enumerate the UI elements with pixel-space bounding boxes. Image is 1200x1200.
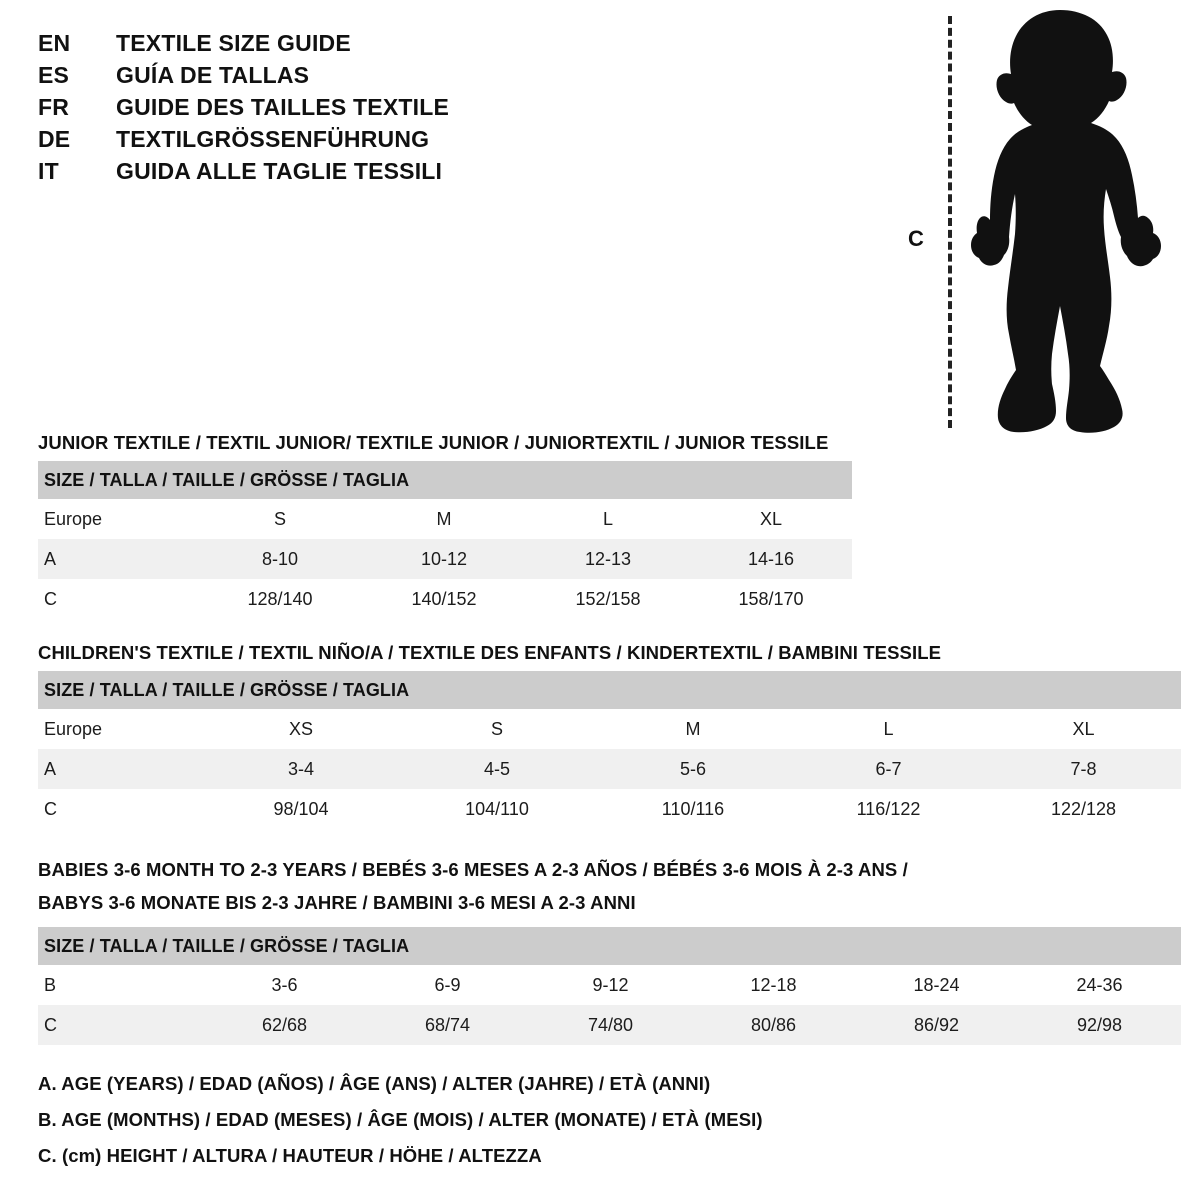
children-header-label: Europe <box>38 709 203 749</box>
babies-row-label-b: B <box>38 965 203 1005</box>
babies-cell-c: 86/92 <box>855 1005 1018 1045</box>
measure-label-c: C <box>908 226 924 251</box>
section-childrens-textile: CHILDREN'S TEXTILE / TEXTIL NIÑO/A / TEX… <box>38 638 1183 829</box>
section-title-junior: JUNIOR TEXTILE / TEXTIL JUNIOR/ TEXTILE … <box>38 432 829 453</box>
height-dashed-guideline <box>948 16 952 428</box>
babies-size-table: SIZE / TALLA / TAILLE / GRÖSSE / TAGLIA … <box>38 927 1182 1045</box>
table-row: C 98/104 104/110 110/116 116/122 122/128 <box>38 789 1182 829</box>
children-cell-a: 4-5 <box>399 749 595 789</box>
children-cell-c: 110/116 <box>595 789 791 829</box>
legend-line-c: C. (cm) HEIGHT / ALTURA / HAUTEUR / HÖHE… <box>38 1145 542 1166</box>
language-title-de: TEXTILGRÖSSENFÜHRUNG <box>116 126 430 152</box>
junior-header-cell: M <box>362 499 526 539</box>
babies-cell-b: 18-24 <box>855 965 1018 1005</box>
table-row: A 8-10 10-12 12-13 14-16 <box>38 539 852 579</box>
language-row-fr: FR GUIDE DES TAILLES TEXTILE <box>38 94 558 126</box>
babies-cell-c: 92/98 <box>1018 1005 1182 1045</box>
junior-cell-c: 128/140 <box>198 579 362 619</box>
babies-row-label-c: C <box>38 1005 203 1045</box>
children-cell-a: 6-7 <box>791 749 986 789</box>
children-row-label-c: C <box>38 789 203 829</box>
language-code-fr: FR <box>38 94 70 120</box>
babies-cell-b: 24-36 <box>1018 965 1182 1005</box>
junior-cell-a: 12-13 <box>526 539 690 579</box>
table-bar-row: SIZE / TALLA / TAILLE / GRÖSSE / TAGLIA <box>38 671 1182 709</box>
junior-size-table: SIZE / TALLA / TAILLE / GRÖSSE / TAGLIA … <box>38 461 852 619</box>
junior-size-bar-label: SIZE / TALLA / TAILLE / GRÖSSE / TAGLIA <box>38 461 852 499</box>
junior-row-label-a: A <box>38 539 198 579</box>
junior-cell-c: 152/158 <box>526 579 690 619</box>
children-cell-a: 3-4 <box>203 749 399 789</box>
language-title-es: GUÍA DE TALLAS <box>116 62 310 88</box>
table-row: A 3-4 4-5 5-6 6-7 7-8 <box>38 749 1182 789</box>
children-cell-c: 104/110 <box>399 789 595 829</box>
language-code-en: EN <box>38 30 71 56</box>
babies-cell-b: 6-9 <box>366 965 529 1005</box>
babies-cell-b: 12-18 <box>692 965 855 1005</box>
junior-cell-a: 8-10 <box>198 539 362 579</box>
table-bar-row: SIZE / TALLA / TAILLE / GRÖSSE / TAGLIA <box>38 927 1182 965</box>
children-row-label-a: A <box>38 749 203 789</box>
legend-line-b: B. AGE (MONTHS) / EDAD (MESES) / ÂGE (MO… <box>38 1109 763 1130</box>
junior-cell-a: 10-12 <box>362 539 526 579</box>
table-row: B 3-6 6-9 9-12 12-18 18-24 24-36 <box>38 965 1182 1005</box>
babies-cell-c: 80/86 <box>692 1005 855 1045</box>
children-cell-a: 7-8 <box>986 749 1182 789</box>
language-row-en: EN TEXTILE SIZE GUIDE <box>38 30 558 62</box>
toddler-silhouette-icon <box>971 10 1161 433</box>
junior-header-cell: L <box>526 499 690 539</box>
section-title-babies-line1: BABIES 3-6 MONTH TO 2-3 YEARS / BEBÉS 3-… <box>38 859 908 880</box>
children-header-cell: M <box>595 709 791 749</box>
children-size-bar-label: SIZE / TALLA / TAILLE / GRÖSSE / TAGLIA <box>38 671 1182 709</box>
babies-cell-c: 68/74 <box>366 1005 529 1045</box>
junior-row-label-c: C <box>38 579 198 619</box>
language-row-it: IT GUIDA ALLE TAGLIE TESSILI <box>38 158 558 190</box>
junior-cell-a: 14-16 <box>690 539 852 579</box>
legend-line-a: A. AGE (YEARS) / EDAD (AÑOS) / ÂGE (ANS)… <box>38 1073 711 1094</box>
section-junior-textile: JUNIOR TEXTILE / TEXTIL JUNIOR/ TEXTILE … <box>38 428 858 619</box>
children-header-cell: XS <box>203 709 399 749</box>
children-cell-a: 5-6 <box>595 749 791 789</box>
children-cell-c: 98/104 <box>203 789 399 829</box>
table-row: Europe S M L XL <box>38 499 852 539</box>
children-header-cell: S <box>399 709 595 749</box>
junior-header-cell: S <box>198 499 362 539</box>
children-cell-c: 122/128 <box>986 789 1182 829</box>
children-header-cell: XL <box>986 709 1182 749</box>
table-row: C 128/140 140/152 152/158 158/170 <box>38 579 852 619</box>
table-row: C 62/68 68/74 74/80 80/86 86/92 92/98 <box>38 1005 1182 1045</box>
table-row: Europe XS S M L XL <box>38 709 1182 749</box>
babies-cell-b: 3-6 <box>203 965 366 1005</box>
junior-header-label: Europe <box>38 499 198 539</box>
language-row-es: ES GUÍA DE TALLAS <box>38 62 558 94</box>
children-size-table: SIZE / TALLA / TAILLE / GRÖSSE / TAGLIA … <box>38 671 1182 829</box>
junior-header-cell: XL <box>690 499 852 539</box>
table-bar-row: SIZE / TALLA / TAILLE / GRÖSSE / TAGLIA <box>38 461 852 499</box>
children-header-cell: L <box>791 709 986 749</box>
language-row-de: DE TEXTILGRÖSSENFÜHRUNG <box>38 126 558 158</box>
language-title-it: GUIDA ALLE TAGLIE TESSILI <box>116 158 443 184</box>
language-code-es: ES <box>38 62 70 88</box>
language-title-en: TEXTILE SIZE GUIDE <box>116 30 351 56</box>
height-measurement-figure: C <box>890 8 1170 438</box>
language-code-it: IT <box>38 158 59 184</box>
section-title-children: CHILDREN'S TEXTILE / TEXTIL NIÑO/A / TEX… <box>38 642 942 663</box>
language-code-de: DE <box>38 126 71 152</box>
junior-cell-c: 158/170 <box>690 579 852 619</box>
legend-block: A. AGE (YEARS) / EDAD (AÑOS) / ÂGE (ANS)… <box>38 1066 938 1174</box>
section-title-babies-line2: BABYS 3-6 MONATE BIS 2-3 JAHRE / BAMBINI… <box>38 892 636 913</box>
section-babies-textile: BABIES 3-6 MONTH TO 2-3 YEARS / BEBÉS 3-… <box>38 855 1183 1045</box>
babies-size-bar-label: SIZE / TALLA / TAILLE / GRÖSSE / TAGLIA <box>38 927 1182 965</box>
junior-cell-c: 140/152 <box>362 579 526 619</box>
babies-cell-c: 62/68 <box>203 1005 366 1045</box>
babies-cell-c: 74/80 <box>529 1005 692 1045</box>
children-cell-c: 116/122 <box>791 789 986 829</box>
babies-cell-b: 9-12 <box>529 965 692 1005</box>
language-title-fr: GUIDE DES TAILLES TEXTILE <box>116 94 449 120</box>
language-title-block: EN TEXTILE SIZE GUIDE ES GUÍA DE TALLAS … <box>38 30 558 190</box>
